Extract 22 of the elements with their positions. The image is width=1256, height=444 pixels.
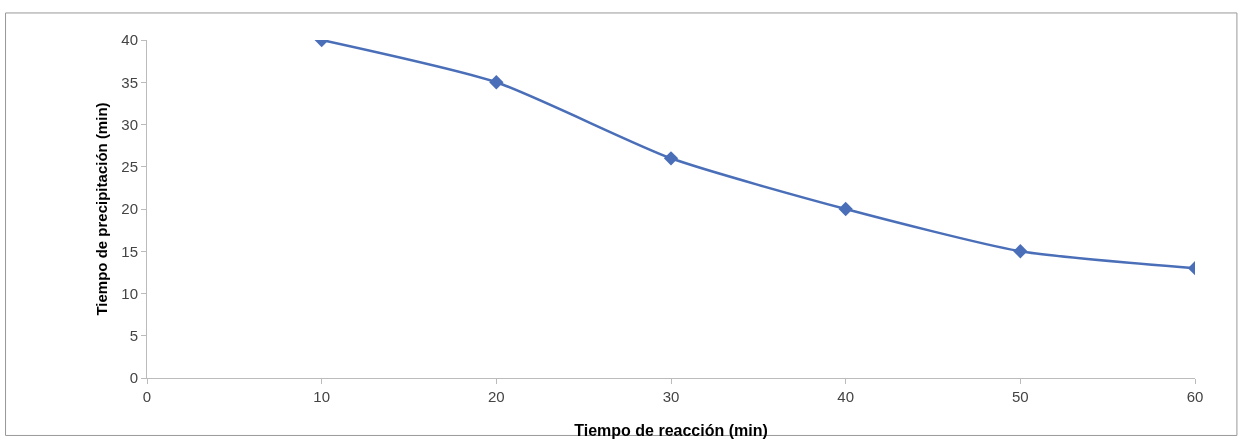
y-tick-label: 30: [121, 115, 138, 133]
y-tick-label: 40: [121, 31, 138, 49]
y-tick-label: 0: [129, 369, 138, 387]
point: [838, 201, 853, 217]
x-tick-label: 10: [313, 388, 331, 405]
x-tick-label: 50: [1011, 388, 1029, 405]
y-tick-label: 35: [121, 73, 138, 91]
x-tick-label: 30: [662, 388, 680, 405]
point: [663, 151, 679, 166]
y-tick-label: 15: [121, 242, 138, 260]
point: [1013, 244, 1028, 259]
y-tick-label: 25: [121, 158, 138, 175]
point: [489, 75, 504, 90]
x-tick-label: 60: [1186, 388, 1204, 405]
y-tick-label: 5: [129, 327, 138, 344]
x-axis-title: Tiempo de reacción (min): [574, 422, 768, 439]
x-tick-label: 40: [837, 388, 855, 405]
y-tick-label: 20: [121, 200, 138, 218]
y-axis-title: Tiempo de precipitación (min): [93, 102, 110, 316]
x-tick-label: 0: [142, 388, 152, 405]
x-tick-label: 20: [487, 388, 505, 405]
y-tick-label: 10: [121, 284, 138, 302]
